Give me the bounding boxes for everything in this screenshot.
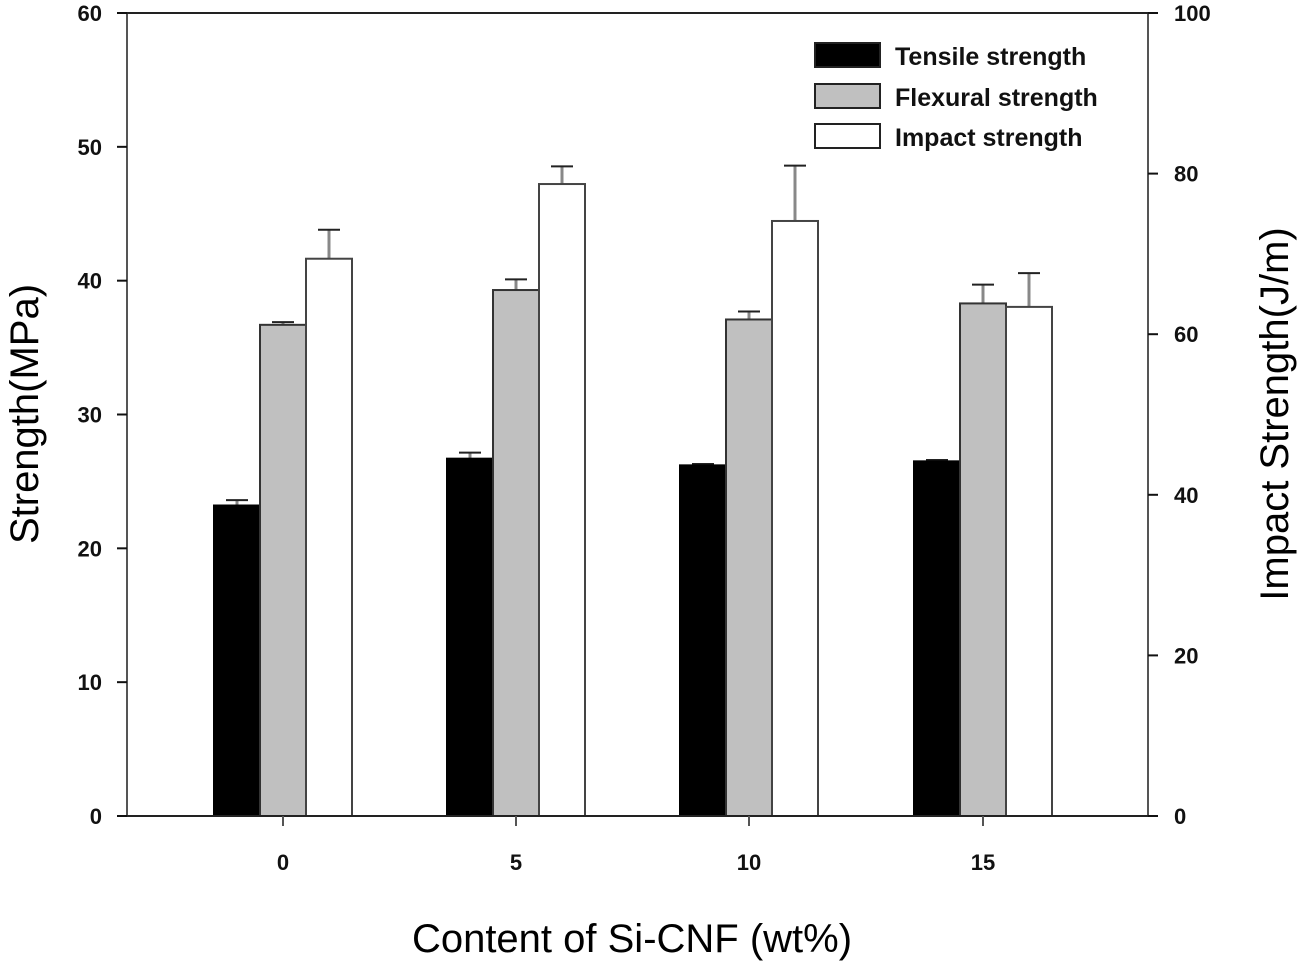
x-tick-label: 15 bbox=[971, 850, 995, 875]
tensile-strength-bar bbox=[213, 504, 261, 817]
axes-layer: 0 10 20 30 40 50 60 0 20 40 60 80 100 0 5 10 15 bbox=[78, 1, 1211, 875]
tensile-strength-bar bbox=[446, 457, 494, 817]
y-tick-label: 30 bbox=[78, 403, 102, 428]
y2-axis-title: Impact Strength(J/m) bbox=[1253, 227, 1297, 600]
y-tick-label: 50 bbox=[78, 135, 102, 160]
y2-tick-label: 100 bbox=[1174, 1, 1211, 26]
legend-label-tensile-strength: Tensile strength bbox=[895, 43, 1086, 71]
legend-swatch-flexural-strength bbox=[814, 83, 881, 109]
y2-tick-label: 60 bbox=[1174, 322, 1198, 347]
tensile-strength-bar bbox=[913, 460, 961, 817]
x-tick-label: 0 bbox=[277, 850, 289, 875]
legend-label-impact-strength: Impact strength bbox=[895, 124, 1083, 152]
impact-strength-bar bbox=[771, 219, 819, 818]
flexural-strength-bar bbox=[492, 289, 540, 818]
y2-tick-label: 0 bbox=[1174, 804, 1186, 829]
flexural-strength-bar bbox=[259, 323, 307, 817]
bars-layer bbox=[213, 164, 1053, 818]
legend: Tensile strength Flexural strength Impact … bbox=[814, 42, 1098, 152]
impact-strength-bar bbox=[1005, 305, 1053, 817]
y-tick-label: 20 bbox=[78, 536, 102, 561]
y2-tick-label: 20 bbox=[1174, 643, 1198, 668]
y2-tick-label: 40 bbox=[1174, 483, 1198, 508]
legend-label-flexural-strength: Flexural strength bbox=[895, 84, 1098, 112]
x-tick-label: 5 bbox=[510, 850, 522, 875]
legend-swatch-tensile-strength bbox=[814, 42, 881, 68]
legend-swatch-impact-strength bbox=[814, 123, 881, 149]
x-axis-title: Content of Si-CNF (wt%) bbox=[412, 917, 852, 961]
flexural-strength-bar bbox=[725, 318, 773, 817]
y-tick-label: 60 bbox=[78, 1, 102, 26]
impact-strength-bar bbox=[538, 183, 586, 817]
y-tick-label: 0 bbox=[90, 804, 102, 829]
y-axis-title: Strength(MPa) bbox=[3, 284, 47, 544]
impact-strength-bar bbox=[305, 257, 353, 817]
tensile-strength-bar bbox=[679, 464, 727, 817]
flexural-strength-bar bbox=[959, 302, 1007, 817]
x-tick-label: 10 bbox=[737, 850, 761, 875]
y-tick-label: 10 bbox=[78, 670, 102, 695]
y-tick-label: 40 bbox=[78, 269, 102, 294]
y2-tick-label: 80 bbox=[1174, 162, 1198, 187]
